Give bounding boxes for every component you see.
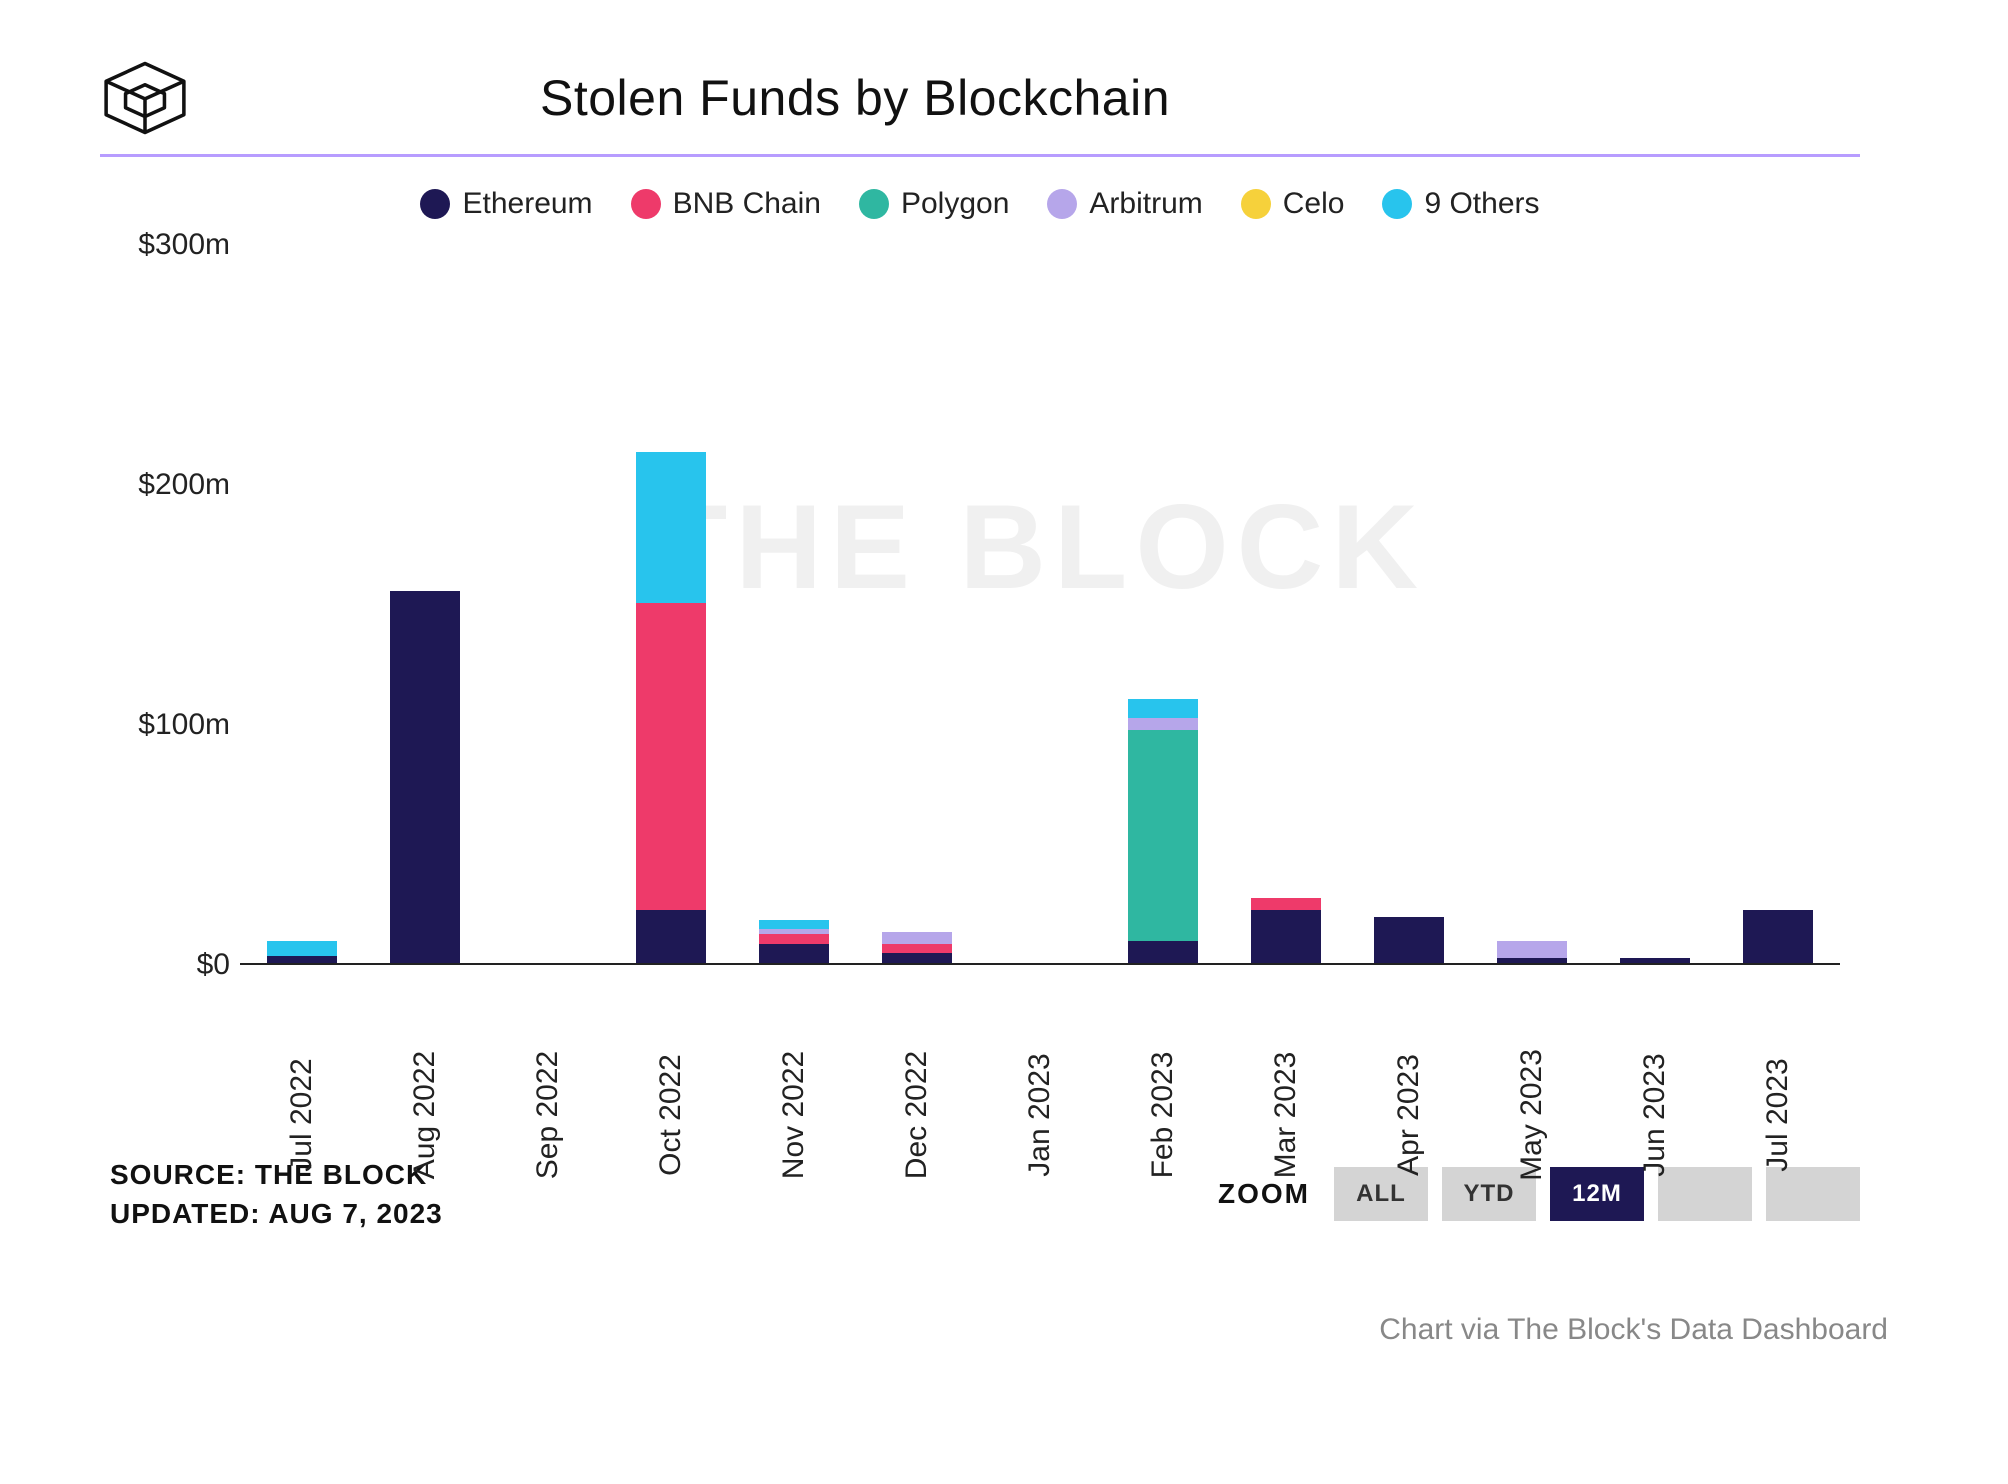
bar-segment — [1497, 941, 1567, 958]
bar-segment — [267, 941, 337, 955]
x-axis-labels: Jul 2022Aug 2022Sep 2022Oct 2022Nov 2022… — [100, 985, 1860, 1125]
legend-label: Ethereum — [462, 187, 592, 221]
y-tick-label: $300m — [100, 228, 230, 262]
legend-dot-icon — [1382, 189, 1412, 219]
bar-column — [1497, 941, 1567, 963]
bar-column — [759, 920, 829, 963]
chart-header: Stolen Funds by Blockchain — [100, 60, 1860, 154]
legend-dot-icon — [420, 189, 450, 219]
bar-segment — [1251, 898, 1321, 910]
plot: THE BLOCK — [240, 245, 1840, 965]
bar-segment — [636, 452, 706, 603]
source-line: SOURCE: THE BLOCK — [110, 1155, 443, 1194]
bar-segment — [1128, 718, 1198, 730]
x-tick-label: Sep 2022 — [478, 1080, 618, 1150]
bar-column — [1128, 699, 1198, 963]
x-tick-label: Nov 2022 — [724, 1080, 864, 1150]
x-tick-label: Jul 2023 — [1708, 1080, 1848, 1150]
legend-item[interactable]: Ethereum — [420, 187, 592, 221]
legend-item[interactable]: Arbitrum — [1047, 187, 1202, 221]
y-tick-label: $0 — [100, 948, 230, 982]
legend-dot-icon — [1241, 189, 1271, 219]
bar-segment — [1620, 958, 1690, 963]
bar-column — [636, 452, 706, 963]
legend-label: Polygon — [901, 187, 1009, 221]
bar-segment — [1497, 958, 1567, 963]
source-block: SOURCE: THE BLOCK UPDATED: AUG 7, 2023 — [110, 1155, 443, 1233]
x-tick-label: Aug 2022 — [355, 1080, 495, 1150]
y-tick-label: $100m — [100, 708, 230, 742]
x-tick-label: Jun 2023 — [1585, 1080, 1725, 1150]
bar-segment — [1128, 730, 1198, 941]
zoom-button-12m[interactable]: 12M — [1550, 1167, 1644, 1221]
bar-segment — [636, 603, 706, 910]
bar-segment — [1374, 917, 1444, 963]
bar-segment — [1251, 910, 1321, 963]
legend-item[interactable]: BNB Chain — [631, 187, 821, 221]
y-axis-ticks: $0$100m$200m$300m — [100, 245, 230, 965]
chart-card: Stolen Funds by Blockchain Ethereum BNB C… — [60, 40, 1900, 1263]
legend-item[interactable]: 9 Others — [1382, 187, 1539, 221]
x-tick-label: Apr 2023 — [1339, 1080, 1479, 1150]
x-tick-label: May 2023 — [1462, 1080, 1602, 1150]
bar-segment — [882, 944, 952, 954]
bar-column — [1743, 910, 1813, 963]
x-tick-label: Dec 2022 — [847, 1080, 987, 1150]
plot-area: $0$100m$200m$300m THE BLOCK — [100, 245, 1860, 965]
legend-label: Celo — [1283, 187, 1345, 221]
x-tick-label: Mar 2023 — [1216, 1080, 1356, 1150]
bar-column — [267, 941, 337, 963]
bar-column — [1620, 958, 1690, 963]
x-tick-label: Oct 2022 — [601, 1080, 741, 1150]
block-logo-icon — [100, 60, 190, 136]
zoom-button-blank[interactable] — [1658, 1167, 1752, 1221]
bar-segment — [1128, 699, 1198, 718]
bar-segment — [882, 953, 952, 963]
bar-segment — [1743, 910, 1813, 963]
legend-item[interactable]: Celo — [1241, 187, 1345, 221]
legend-label: BNB Chain — [673, 187, 821, 221]
bars-container — [240, 245, 1840, 963]
y-tick-label: $200m — [100, 468, 230, 502]
legend-dot-icon — [631, 189, 661, 219]
bar-segment — [267, 956, 337, 963]
legend-dot-icon — [859, 189, 889, 219]
zoom-button-blank[interactable] — [1766, 1167, 1860, 1221]
bar-segment — [390, 591, 460, 963]
x-tick-label: Feb 2023 — [1093, 1080, 1233, 1150]
chart-footer: SOURCE: THE BLOCK UPDATED: AUG 7, 2023 Z… — [100, 1155, 1860, 1233]
zoom-label: ZOOM — [1218, 1178, 1310, 1210]
legend-label: 9 Others — [1424, 187, 1539, 221]
legend-label: Arbitrum — [1089, 187, 1202, 221]
bar-segment — [636, 910, 706, 963]
bar-column — [1374, 917, 1444, 963]
bar-segment — [882, 932, 952, 944]
bar-segment — [1128, 941, 1198, 963]
bar-column — [1251, 898, 1321, 963]
bar-segment — [759, 920, 829, 930]
updated-line: UPDATED: AUG 7, 2023 — [110, 1194, 443, 1233]
x-tick-label: Jul 2022 — [232, 1080, 372, 1150]
bar-segment — [759, 944, 829, 963]
chart-title: Stolen Funds by Blockchain — [540, 69, 1170, 127]
header-divider — [100, 154, 1860, 157]
legend-item[interactable]: Polygon — [859, 187, 1009, 221]
bar-segment — [759, 934, 829, 944]
legend-dot-icon — [1047, 189, 1077, 219]
x-tick-label: Jan 2023 — [970, 1080, 1110, 1150]
chart-caption: Chart via The Block's Data Dashboard — [60, 1313, 1948, 1347]
bar-column — [390, 591, 460, 963]
bar-column — [882, 932, 952, 963]
chart-legend: Ethereum BNB Chain Polygon Arbitrum Celo 9 Ot… — [100, 187, 1860, 221]
